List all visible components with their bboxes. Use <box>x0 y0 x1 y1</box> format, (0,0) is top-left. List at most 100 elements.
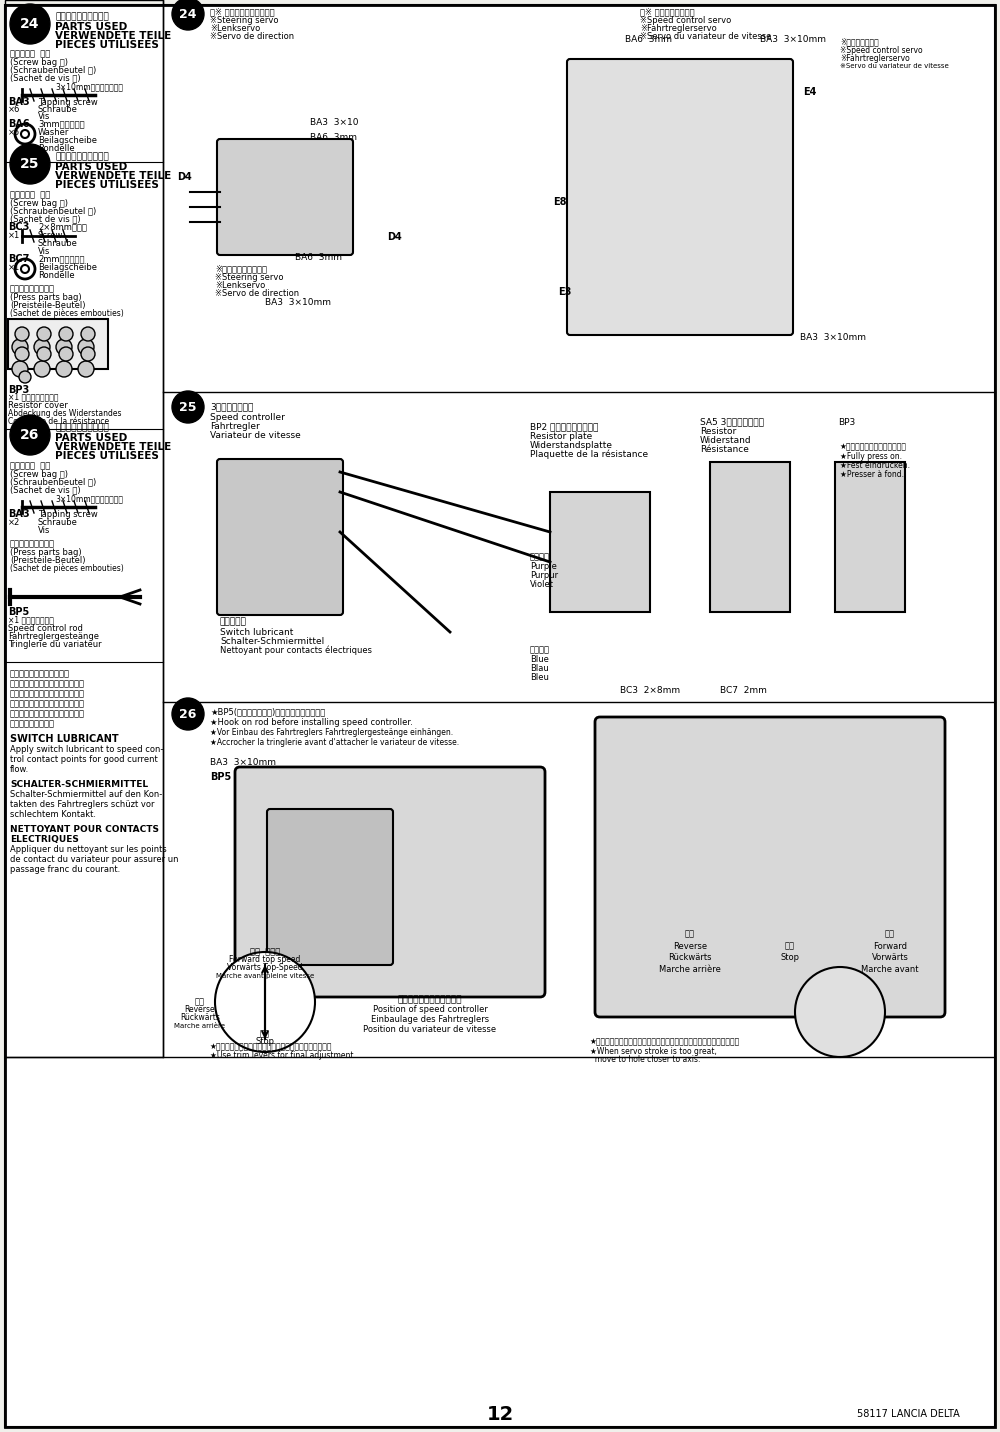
Text: BP3: BP3 <box>838 418 855 427</box>
Text: PIECES UTILISEES: PIECES UTILISEES <box>55 180 159 190</box>
Text: Tringlerie du variateur: Tringlerie du variateur <box>8 640 102 649</box>
Text: BA6  3mm: BA6 3mm <box>625 34 672 43</box>
Text: D4: D4 <box>388 232 402 242</box>
Text: Position of speed controller: Position of speed controller <box>373 1005 487 1014</box>
Text: BC7: BC7 <box>8 253 29 263</box>
Text: Beilagscheibe: Beilagscheibe <box>38 136 97 145</box>
Text: SA5 3端子レジスター: SA5 3端子レジスター <box>700 418 764 427</box>
Text: Schraube: Schraube <box>38 239 78 248</box>
Text: ★Presser à fond.: ★Presser à fond. <box>840 470 904 478</box>
Text: Fahrtreglergesteänge: Fahrtreglergesteänge <box>8 632 99 640</box>
Text: Rondelle: Rondelle <box>38 271 75 279</box>
Text: ※Servo de direction: ※Servo de direction <box>215 288 299 298</box>
Bar <box>8 319 108 369</box>
Text: Stop: Stop <box>256 1038 274 1047</box>
Text: 26: 26 <box>20 428 40 442</box>
Text: takten des Fahrtreglers schüzt vor: takten des Fahrtreglers schüzt vor <box>10 799 154 809</box>
Text: VERWENDETE TEILE: VERWENDETE TEILE <box>55 32 171 42</box>
Text: BA6  3mm: BA6 3mm <box>310 133 357 142</box>
Text: ×5: ×5 <box>8 127 20 136</box>
Text: 後退
Reverse
Rückwärts
Marche arrière: 後退 Reverse Rückwärts Marche arrière <box>659 929 721 974</box>
Text: 流れをよくします。: 流れをよくします。 <box>10 719 55 729</box>
Text: Marche arrière: Marche arrière <box>175 1022 226 1030</box>
Bar <box>710 463 790 611</box>
Text: ※スイッチサーボ: ※スイッチサーボ <box>840 37 879 46</box>
Circle shape <box>81 347 95 361</box>
Text: Fahrtregler: Fahrtregler <box>210 421 260 431</box>
Text: E3: E3 <box>558 286 572 296</box>
Text: BA6  3mm: BA6 3mm <box>295 252 342 262</box>
Text: Schraube: Schraube <box>38 105 78 113</box>
Text: Appliquer du nettoyant sur les points: Appliquer du nettoyant sur les points <box>10 845 167 853</box>
Text: BA6: BA6 <box>8 119 30 129</box>
Circle shape <box>34 361 50 377</box>
Text: 停止: 停止 <box>260 1030 270 1038</box>
Text: Apply switch lubricant to speed con-: Apply switch lubricant to speed con- <box>10 745 163 753</box>
Text: (Schraubenbeutel Ｃ): (Schraubenbeutel Ｃ) <box>10 206 96 215</box>
Text: 25: 25 <box>179 401 197 414</box>
Bar <box>835 463 905 611</box>
Text: BC3  2×8mm: BC3 2×8mm <box>620 686 680 695</box>
Text: VERWENDETE TEILE: VERWENDETE TEILE <box>55 170 171 180</box>
Text: (Press parts bag): (Press parts bag) <box>10 292 82 302</box>
Text: ※Servo du variateur de vitesse: ※Servo du variateur de vitesse <box>840 63 949 69</box>
Circle shape <box>19 371 31 382</box>
Text: Tapping screw: Tapping screw <box>38 510 98 518</box>
Text: Vis: Vis <box>38 246 50 255</box>
Text: Nettoyant pour contacts électriques: Nettoyant pour contacts électriques <box>220 646 372 654</box>
Text: 3×10mmタッピングビス: 3×10mmタッピングビス <box>55 494 123 504</box>
Text: NETTOYANT POUR CONTACTS: NETTOYANT POUR CONTACTS <box>10 825 159 833</box>
Text: 3mmワッシャー: 3mmワッシャー <box>38 119 85 129</box>
Text: BA3  3×10: BA3 3×10 <box>310 117 358 126</box>
Text: (Sachet de pièces embouties): (Sachet de pièces embouties) <box>10 563 124 573</box>
Text: BP5: BP5 <box>8 607 29 617</box>
Text: Rondelle: Rondelle <box>38 143 75 152</box>
Text: Speed controller: Speed controller <box>210 412 285 421</box>
Text: de contact du variateur pour assurer un: de contact du variateur pour assurer un <box>10 855 178 863</box>
Text: Einbaulage des Fahrtreglers: Einbaulage des Fahrtreglers <box>371 1015 489 1024</box>
Text: Position du variateur de vitesse: Position du variateur de vitesse <box>363 1025 497 1034</box>
Text: 後退: 後退 <box>195 998 205 1007</box>
FancyBboxPatch shape <box>567 59 793 335</box>
Text: (Sachet de vis Ａ): (Sachet de vis Ａ) <box>10 485 81 494</box>
Text: Vis: Vis <box>38 526 50 534</box>
Text: ×6: ×6 <box>8 105 20 113</box>
Text: Blau: Blau <box>530 663 549 673</box>
Circle shape <box>78 339 94 355</box>
FancyBboxPatch shape <box>217 460 343 614</box>
Text: ★Accrocher la tringlerie avant d'attacher le variateur de vitesse.: ★Accrocher la tringlerie avant d'attache… <box>210 737 459 746</box>
Text: (Screw bag Ａ): (Screw bag Ａ) <box>10 57 68 66</box>
Text: （プレス部品袋詰）: （プレス部品袋詰） <box>10 285 55 294</box>
Text: 《使用する小物金具》: 《使用する小物金具》 <box>55 424 109 432</box>
Text: PARTS USED: PARTS USED <box>55 162 127 172</box>
Text: Schalter-Schmiermittel: Schalter-Schmiermittel <box>220 636 324 646</box>
Text: 24: 24 <box>179 7 197 20</box>
Text: (Preisteile-Beutel): (Preisteile-Beutel) <box>10 301 86 309</box>
Text: （ビス袋詰  Ａ）: （ビス袋詰 Ａ） <box>10 50 50 59</box>
Text: （ビス袋詰  Ａ）: （ビス袋詰 Ａ） <box>10 461 50 471</box>
Circle shape <box>10 415 50 455</box>
Text: ×1 スイッチロッド: ×1 スイッチロッド <box>8 616 54 624</box>
Circle shape <box>34 339 50 355</box>
Text: Schraube: Schraube <box>38 517 78 527</box>
Circle shape <box>15 326 29 341</box>
Text: ★Use trim levers for final adjustment.: ★Use trim levers for final adjustment. <box>210 1051 356 1061</box>
Circle shape <box>795 967 885 1057</box>
Text: Speed control rod: Speed control rod <box>8 623 83 633</box>
Text: ★BP5(スイッチロッド)をかけておろします。: ★BP5(スイッチロッド)をかけておろします。 <box>210 707 325 716</box>
Text: (Schraubenbeutel Ａ): (Schraubenbeutel Ａ) <box>10 66 96 74</box>
Text: Violet: Violet <box>530 580 554 589</box>
Circle shape <box>37 326 51 341</box>
Text: Résistance: Résistance <box>700 444 749 454</box>
Text: Vorwärts Top-Speed: Vorwärts Top-Speed <box>227 964 303 972</box>
Text: E8: E8 <box>553 198 567 208</box>
Circle shape <box>12 361 28 377</box>
Text: BC3: BC3 <box>8 222 29 232</box>
Text: ×1 レジスターカバー: ×1 レジスターカバー <box>8 392 58 401</box>
Circle shape <box>172 0 204 30</box>
Text: 12: 12 <box>486 1405 514 1423</box>
Text: Beilagscheibe: Beilagscheibe <box>38 262 97 272</box>
Text: Purple: Purple <box>530 561 557 570</box>
Text: (Sachet de vis Ｃ): (Sachet de vis Ｃ) <box>10 215 81 223</box>
Text: 接点部分にはタミヤ接点グリスを: 接点部分にはタミヤ接点グリスを <box>10 689 85 699</box>
